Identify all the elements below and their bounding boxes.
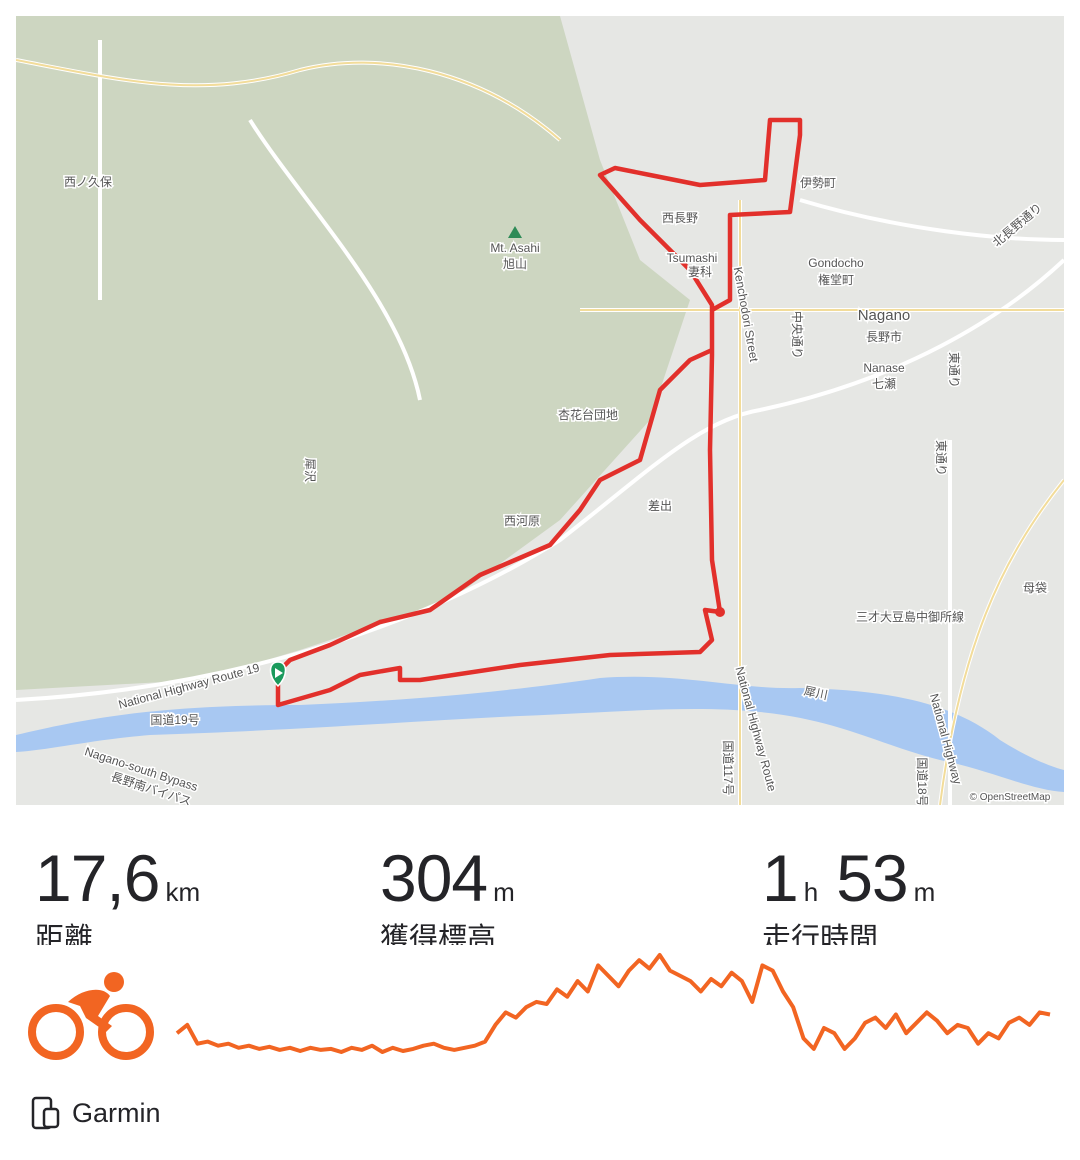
stat-unit: km	[165, 877, 201, 907]
stat-distance: 17,6 km 距離	[35, 840, 201, 945]
map-label: 中央通り	[790, 311, 805, 359]
highway	[16, 59, 1064, 805]
map-label: 国道19号	[150, 713, 199, 727]
map-label: 西ノ久保	[64, 175, 112, 189]
stat-value: 1	[762, 841, 799, 915]
stat-elevation: 304 m 獲得標高	[380, 840, 515, 945]
map-label: 長野市	[866, 329, 902, 344]
map-label: Mt. Asahi	[490, 241, 539, 255]
map-label: 杏花台団地	[558, 407, 618, 422]
stat-value: 53	[836, 841, 908, 915]
map-label: 七瀬	[872, 377, 896, 391]
stat-label: 獲得標高	[380, 923, 497, 945]
map-terrain	[16, 16, 690, 690]
map-label: 国道18号	[915, 757, 929, 805]
stat-value: 17,6	[35, 841, 160, 915]
stat-time: 1 h 53 m 走行時間	[762, 840, 936, 945]
map-label: Tsumashi	[667, 251, 718, 265]
stat-unit: h	[803, 877, 819, 907]
map-label: 東通り	[947, 352, 961, 388]
stat-label: 走行時間	[762, 923, 879, 945]
stat-label: 距離	[35, 923, 94, 945]
activity-icon	[28, 972, 154, 1060]
map-label: 東通り	[934, 440, 948, 476]
map-label: 西長野	[662, 211, 698, 225]
stat-value: 304	[380, 841, 488, 915]
elevation-profile	[175, 953, 1051, 1054]
device-name: Garmin	[72, 1098, 161, 1128]
map-label: Gondocho	[808, 256, 864, 270]
map-label: 西河原	[504, 514, 540, 528]
map-label: 伊勢町	[800, 175, 836, 190]
map-label: 三才大豆島中御所線	[856, 609, 964, 624]
peak-icon	[508, 226, 522, 238]
stat-unit: m	[493, 877, 515, 907]
map-label: Nanase	[863, 361, 905, 375]
start-icon	[275, 668, 283, 678]
map-label: 国道117号	[721, 740, 735, 795]
map-label: 犀川	[803, 684, 829, 703]
map-label: 差出	[648, 499, 672, 513]
map-attribution: © OpenStreetMap	[970, 792, 1051, 803]
stat-unit: m	[913, 877, 936, 907]
device-icon	[31, 1096, 60, 1130]
map-label: 権堂町	[818, 272, 854, 287]
map-label: 旭山	[503, 257, 527, 271]
route	[275, 117, 803, 708]
map-label: 母袋	[1023, 581, 1047, 595]
map-label: 妻科	[688, 265, 712, 279]
elevation-line	[175, 953, 1051, 1054]
route-end	[715, 607, 725, 617]
map-label: Nagano	[858, 307, 911, 324]
map-label: 犀沢	[303, 458, 317, 482]
